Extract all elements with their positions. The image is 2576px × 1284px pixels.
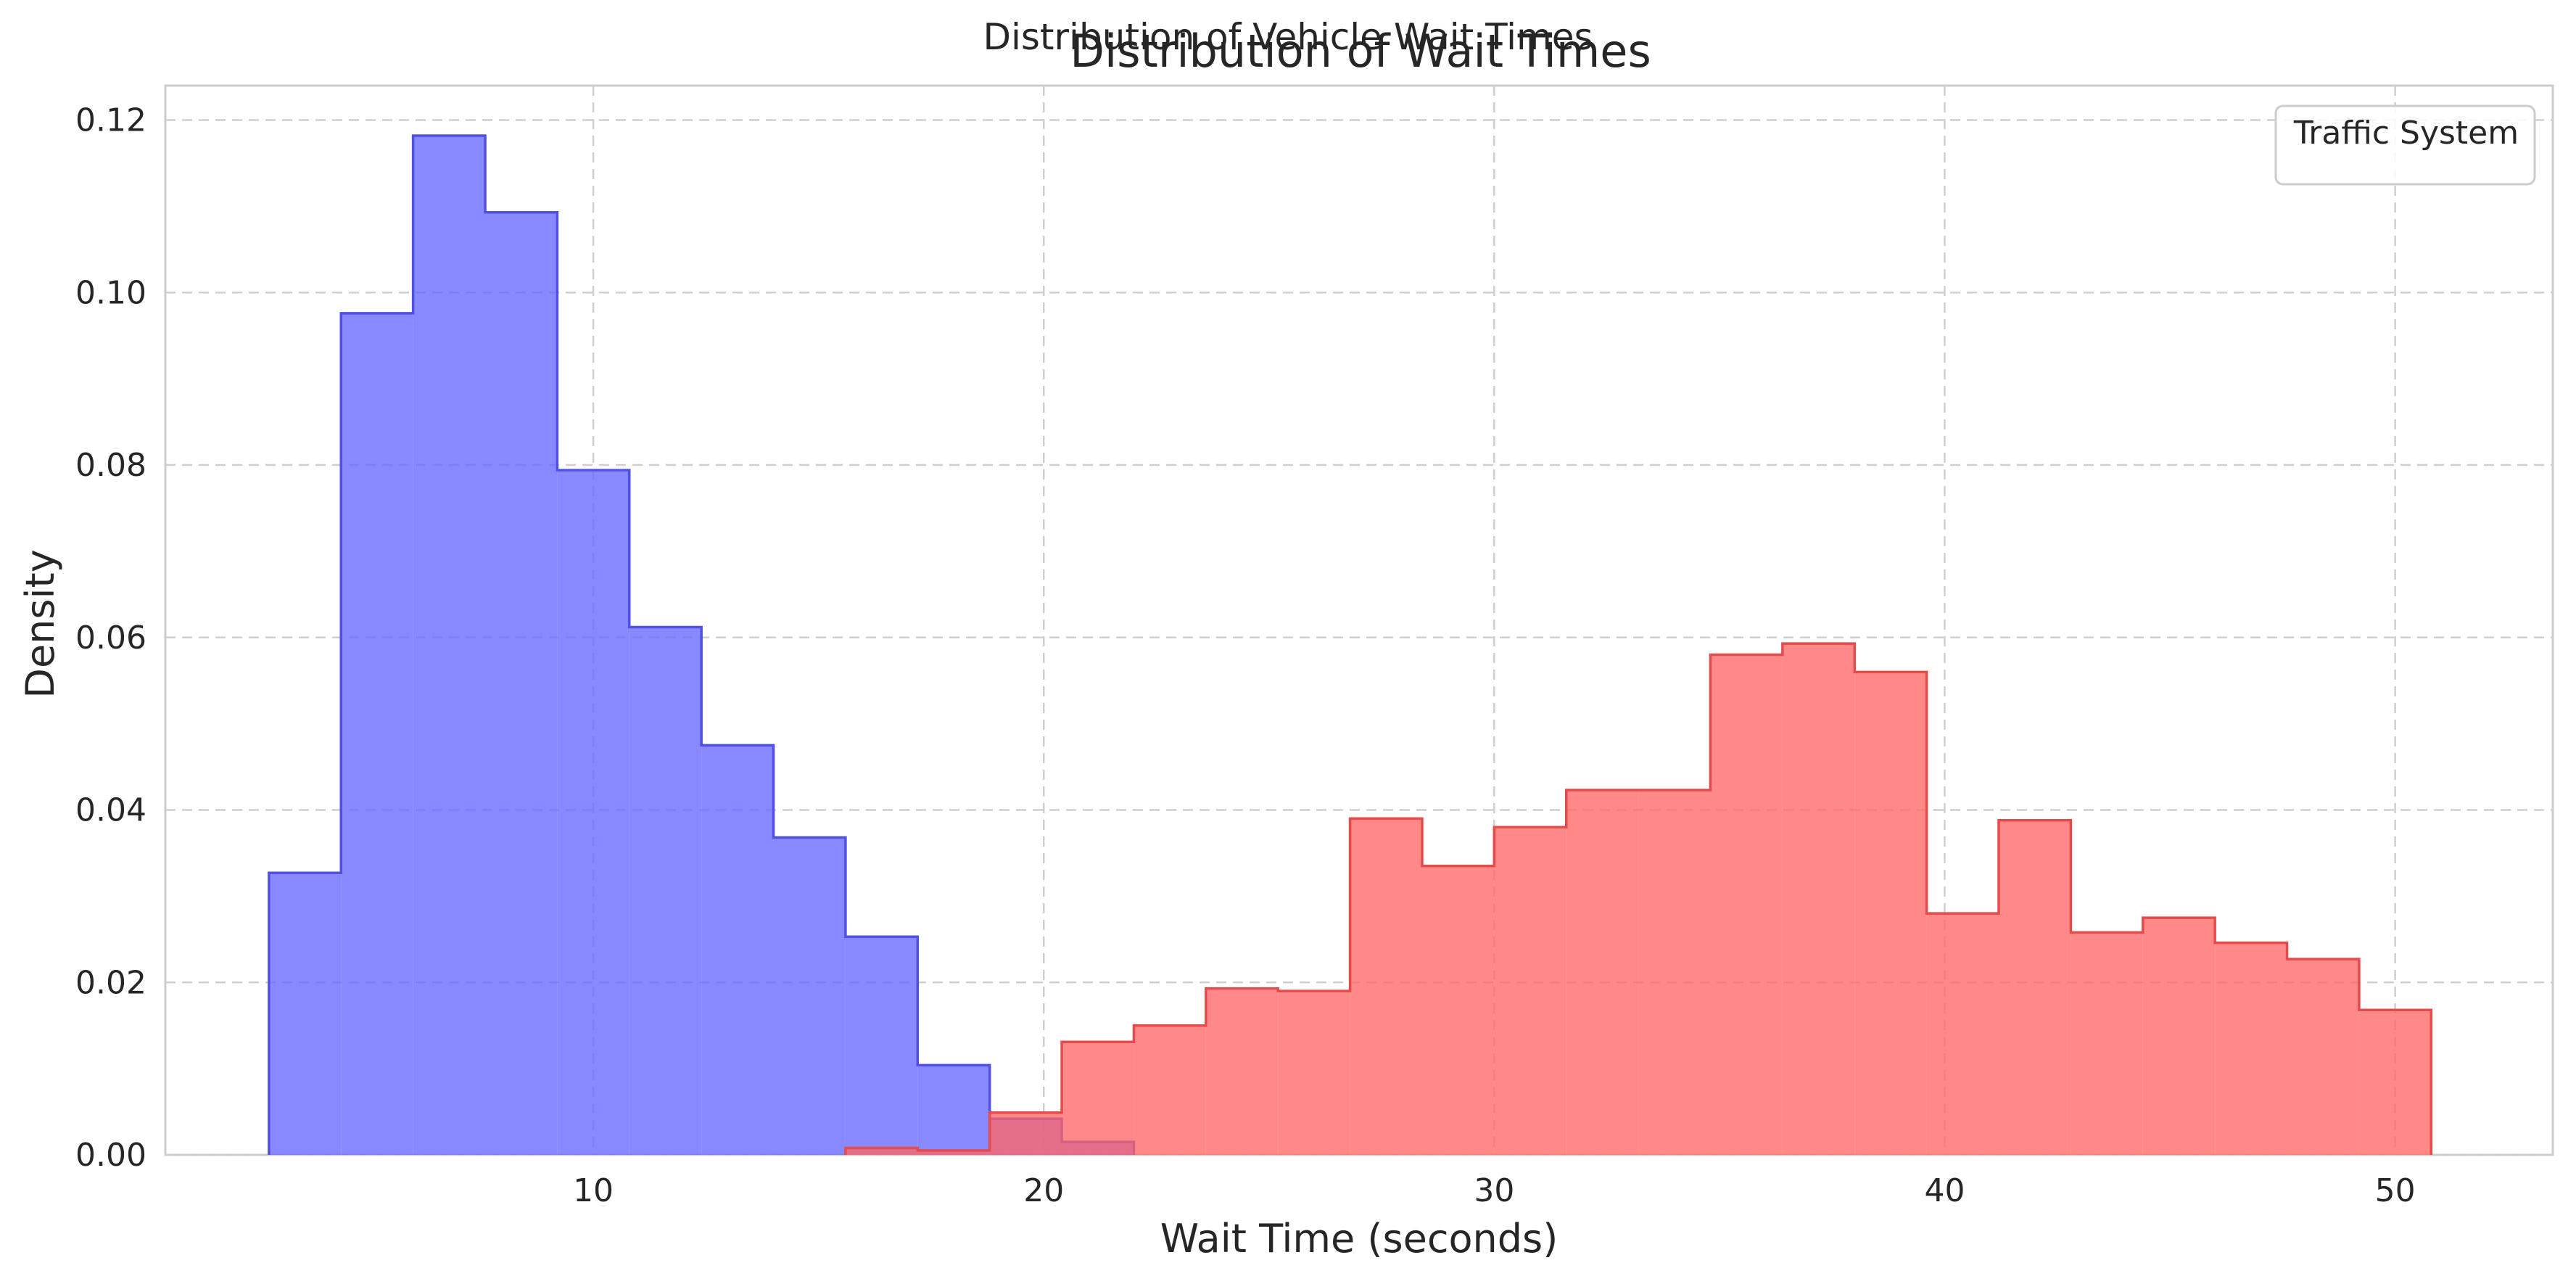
x-axis-label: Wait Time (seconds) <box>1160 1216 1559 1262</box>
histogram-step-outline <box>268 134 1136 1155</box>
histogram-bin <box>1926 913 1999 1155</box>
histogram-bin <box>1062 1042 1134 1155</box>
histogram-bin <box>1999 820 2071 1155</box>
histogram-bin <box>2287 959 2359 1155</box>
y-tick-label: 0.00 <box>75 1137 146 1174</box>
histogram-bin <box>1494 827 1566 1155</box>
histogram-bin <box>845 1148 918 1155</box>
histogram-bin <box>1205 988 1279 1155</box>
histogram-bin <box>917 1065 990 1155</box>
legend: Traffic System <box>2274 104 2536 186</box>
histogram-bin <box>2358 1010 2432 1155</box>
chart-title: Distribution of Wait Times <box>1070 25 1651 78</box>
histogram-bin <box>1638 790 1711 1155</box>
y-tick-label: 0.06 <box>75 620 146 657</box>
y-tick-label: 0.04 <box>75 792 146 829</box>
histogram-bin <box>2142 918 2216 1155</box>
x-tick-label: 10 <box>573 1172 614 1209</box>
histogram-bin <box>989 1112 1062 1155</box>
histogram-bin <box>1134 1025 1206 1155</box>
histogram-bin <box>1782 643 1855 1155</box>
histogram-bin <box>629 627 702 1155</box>
x-tick-label: 50 <box>2375 1172 2416 1209</box>
histogram-bin <box>1278 991 1350 1155</box>
x-tick-label: 30 <box>1474 1172 1514 1209</box>
histogram-bin <box>701 745 774 1155</box>
histogram-bin <box>1350 818 1422 1155</box>
histogram-series-2 <box>844 642 2433 1155</box>
histogram-bin <box>917 1151 990 1155</box>
chart-suptitle: Distribution of Vehicle Wait Times <box>983 16 1593 58</box>
histogram-bin <box>773 837 846 1155</box>
histogram-bin <box>1710 654 1783 1155</box>
histogram-bin <box>2215 942 2287 1155</box>
y-axis-label: Density <box>17 549 63 698</box>
legend-box <box>2274 104 2536 186</box>
histogram-bin <box>485 212 558 1155</box>
x-tick-label: 40 <box>1924 1172 1965 1209</box>
histogram-step-outline <box>844 642 2433 1155</box>
x-axis-ticks: 10 20 30 40 50 <box>573 1172 2416 1209</box>
histogram-series-1 <box>268 134 1136 1156</box>
histogram-bin <box>2071 932 2143 1155</box>
y-tick-label: 0.12 <box>75 102 146 139</box>
histogram-bin <box>1421 865 1495 1155</box>
histogram-bin <box>845 937 918 1155</box>
histogram-bin <box>341 313 413 1156</box>
histogram-bin <box>413 135 486 1155</box>
histogram-bars <box>268 134 2433 1156</box>
histogram-bin <box>1854 672 1927 1155</box>
y-axis-ticks: 0.00 0.02 0.04 0.06 0.08 0.10 0.12 <box>75 102 146 1174</box>
y-tick-label: 0.10 <box>75 274 146 311</box>
legend-title: Traffic System <box>2293 115 2519 152</box>
histogram-bin <box>268 873 342 1155</box>
y-tick-label: 0.08 <box>75 447 146 484</box>
histogram-bin <box>1566 790 1639 1155</box>
y-tick-label: 0.02 <box>75 964 146 1001</box>
histogram-bin <box>557 470 629 1155</box>
x-tick-label: 20 <box>1023 1172 1064 1209</box>
